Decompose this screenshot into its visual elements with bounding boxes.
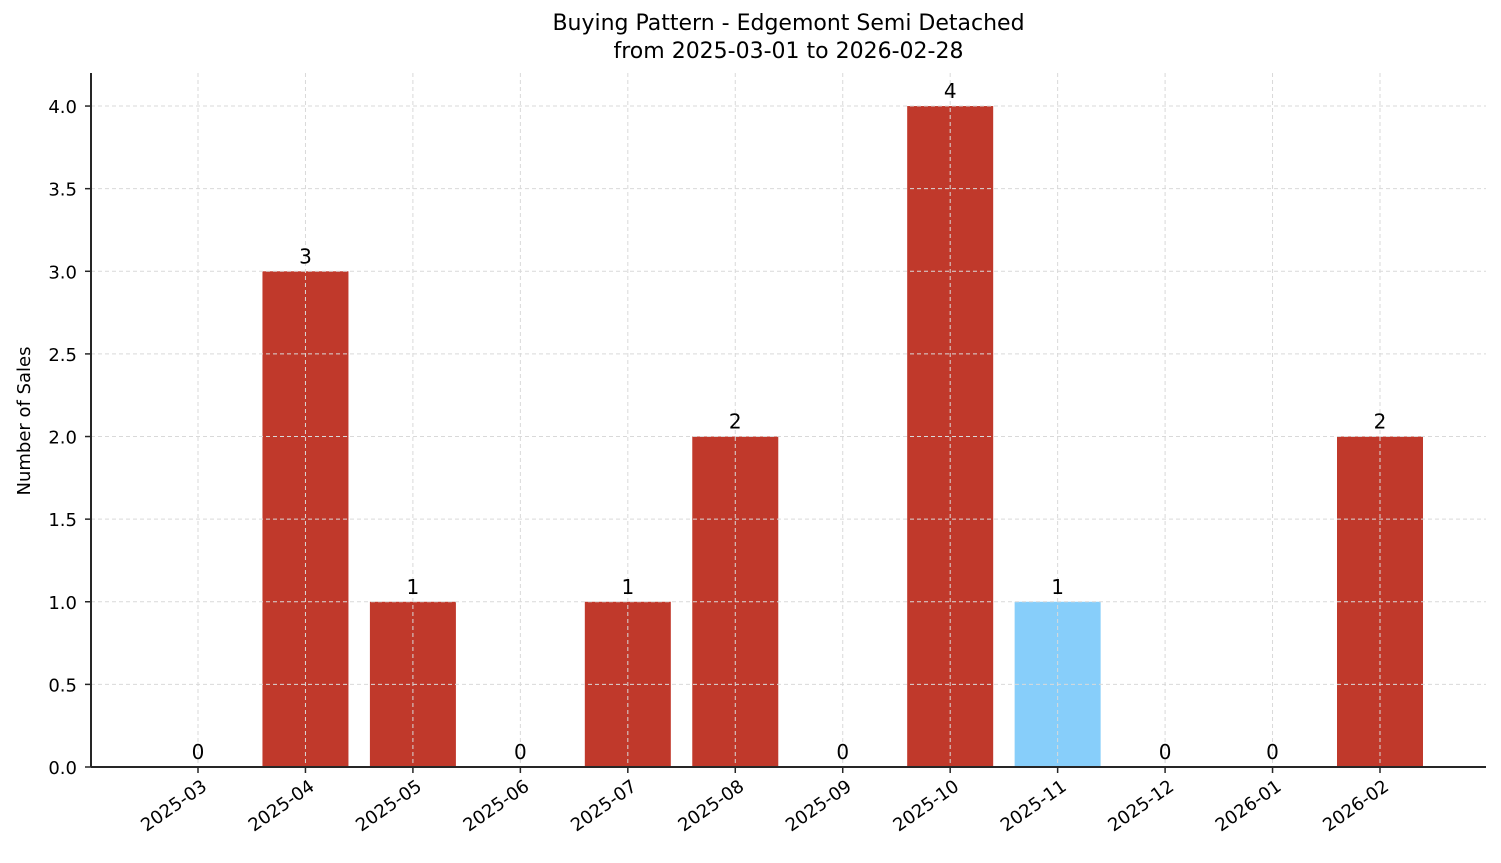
bar-value-label: 2 — [1374, 410, 1387, 434]
chart-subtitle: from 2025-03-01 to 2026-02-28 — [613, 39, 964, 64]
y-tick-label: 1.0 — [48, 593, 77, 614]
bar-value-label: 2 — [729, 410, 742, 434]
y-tick-label: 0.0 — [48, 758, 77, 779]
x-tick-label: 2026-02 — [1319, 776, 1393, 836]
y-tick-label: 0.5 — [48, 675, 77, 696]
bar-value-label: 0 — [1266, 740, 1279, 764]
x-tick-label: 2025-10 — [889, 776, 963, 836]
x-tick-label: 2025-07 — [567, 776, 641, 836]
y-tick-label: 3.5 — [48, 180, 77, 201]
x-tick-label: 2025-04 — [245, 776, 319, 836]
x-tick-label: 2025-08 — [674, 776, 748, 836]
chart-title: Buying Pattern - Edgemont Semi Detached … — [0, 10, 1501, 66]
bar-value-label: 1 — [1051, 575, 1064, 599]
bar-value-label: 4 — [944, 79, 957, 103]
bar-value-label: 0 — [514, 740, 527, 764]
x-tick-label: 2025-03 — [137, 776, 211, 836]
y-tick-label: 1.5 — [48, 510, 77, 531]
y-axis-label: Number of Sales — [14, 346, 35, 495]
x-tick-label: 2025-11 — [997, 776, 1071, 836]
x-axis-ticks: 2025-03 2025-04 2025-05 2025-06 2025-07 2025-… — [137, 767, 1393, 836]
bar-value-label: 1 — [621, 575, 634, 599]
y-axis-ticks: 0.0 0.5 1.0 1.5 2.0 2.5 3.0 3.5 4.0 — [48, 97, 91, 779]
bar-value-labels: 0 3 1 0 1 2 0 4 1 0 0 2 — [192, 79, 1387, 764]
y-tick-label: 3.0 — [48, 262, 77, 283]
bar-value-label: 0 — [1159, 740, 1172, 764]
x-tick-label: 2025-09 — [782, 776, 856, 836]
grid-lines — [91, 73, 1486, 767]
y-tick-label: 2.0 — [48, 428, 77, 449]
x-tick-label: 2025-06 — [460, 776, 534, 836]
bar-value-label: 1 — [407, 575, 420, 599]
bar-value-label: 0 — [192, 740, 205, 764]
chart-title-main: Buying Pattern - Edgemont Semi Detached — [552, 11, 1025, 36]
y-tick-label: 2.5 — [48, 345, 77, 366]
y-tick-label: 4.0 — [48, 97, 77, 118]
x-tick-label: 2026-01 — [1212, 776, 1286, 836]
bar-value-label: 3 — [299, 244, 312, 268]
x-tick-label: 2025-12 — [1104, 776, 1178, 836]
x-tick-label: 2025-05 — [352, 776, 426, 836]
bar-value-label: 0 — [836, 740, 849, 764]
